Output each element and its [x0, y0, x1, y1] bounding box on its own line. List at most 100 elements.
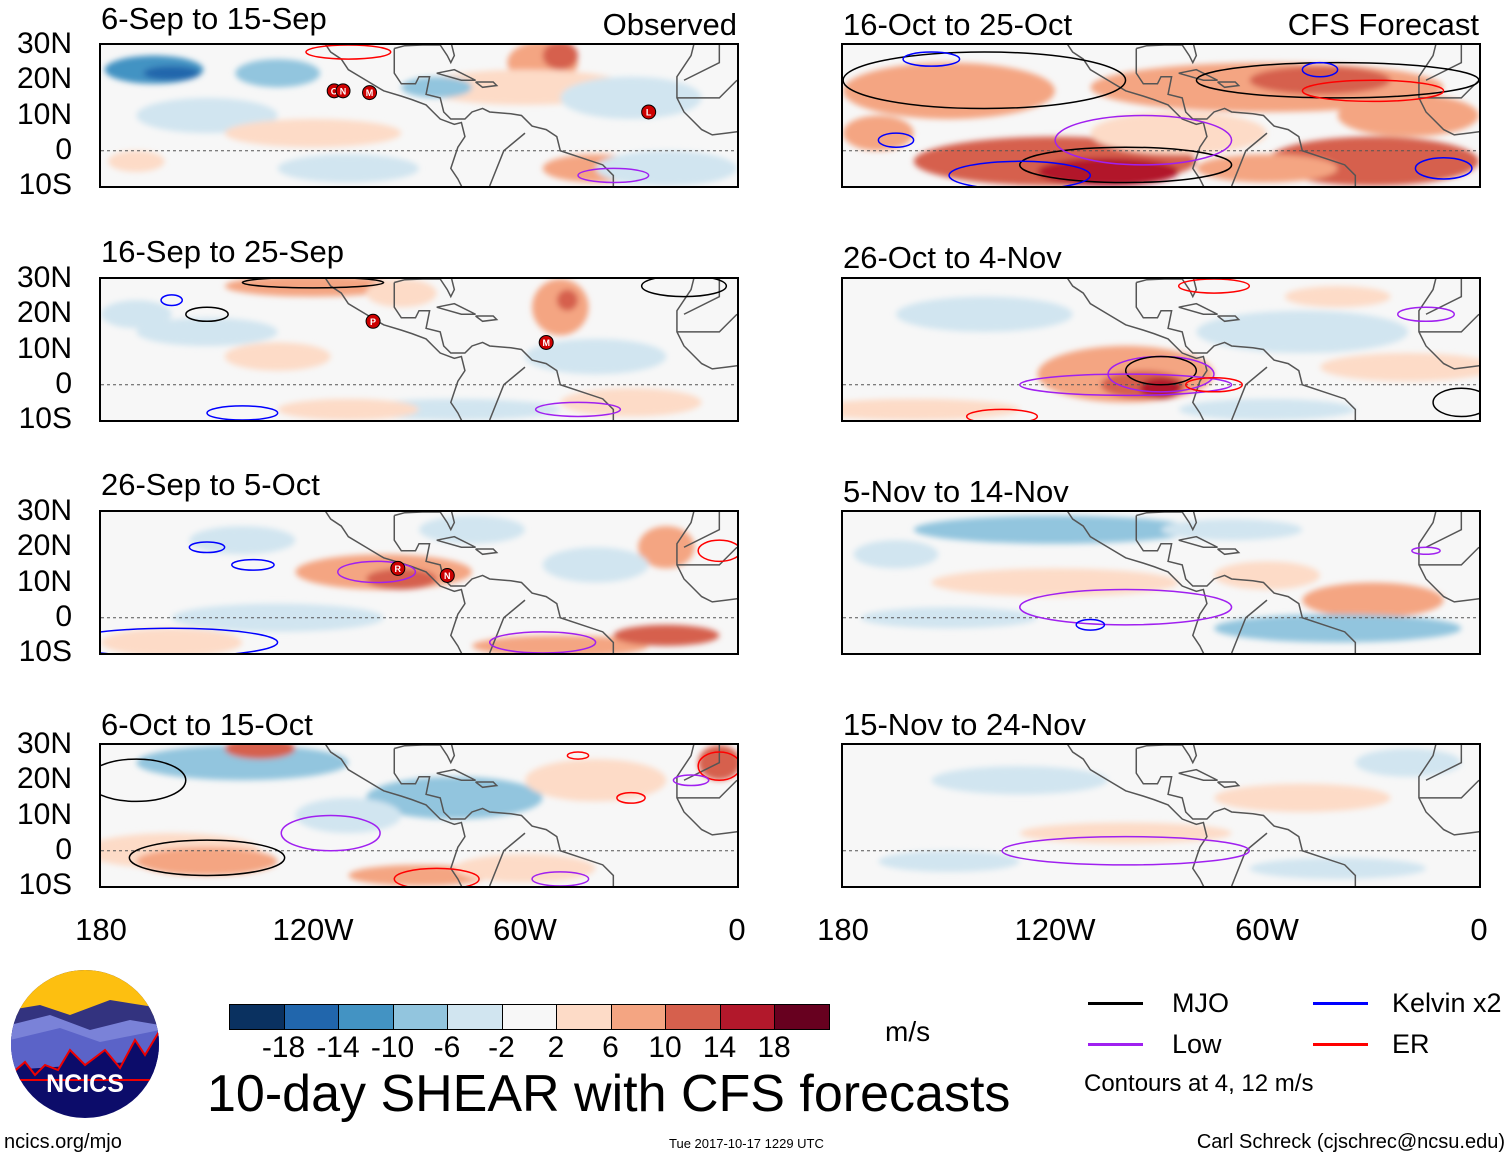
colorbar-swatch	[393, 1005, 448, 1029]
shear-anomaly	[277, 398, 419, 420]
coastline	[683, 512, 721, 548]
coastline	[1178, 302, 1218, 315]
shear-anomaly	[143, 66, 200, 81]
wave-contour	[185, 306, 229, 323]
coastline	[475, 315, 499, 323]
ncics-logo: NCICS	[11, 970, 159, 1118]
footer-author: Carl Schreck (cjschrec@ncsu.edu)	[1196, 1131, 1505, 1153]
shear-anomaly	[542, 45, 578, 70]
storm-name: M	[542, 338, 550, 348]
coastline	[1425, 745, 1463, 781]
shear-anomaly	[136, 317, 278, 346]
lat-label: 10N	[16, 564, 72, 598]
wave-contour	[697, 539, 737, 563]
wave-contour	[488, 631, 597, 653]
map-panel-right-0	[841, 43, 1481, 188]
colorbar-tick-label: 10	[648, 1031, 682, 1064]
shear-anomaly	[1214, 783, 1391, 812]
coastline	[1217, 81, 1241, 89]
wave-contour	[188, 541, 226, 554]
wave-contour	[305, 45, 392, 60]
coastline	[1135, 48, 1357, 186]
shear-anomaly	[843, 62, 1055, 120]
wave-contour	[1301, 61, 1339, 78]
coastline	[676, 79, 737, 99]
coastline	[488, 832, 526, 886]
shear-anomaly	[1284, 286, 1391, 308]
shear-anomaly	[366, 568, 437, 590]
shear-anomaly	[931, 766, 1108, 795]
shear-anomaly	[108, 150, 165, 172]
shear-anomaly	[295, 797, 402, 834]
storm-marker: M	[538, 334, 554, 350]
shear-anomaly	[1178, 398, 1356, 420]
colorbar-tick-label: -6	[433, 1031, 461, 1064]
lat-label: 20N	[16, 762, 72, 796]
wave-contour	[843, 51, 1127, 110]
legend-kelvin-label: Kelvin x2	[1392, 988, 1502, 1018]
shear-anomaly	[1355, 748, 1462, 777]
shear-anomaly	[853, 540, 939, 569]
lon-label-60w-right: 60W	[1235, 912, 1299, 947]
shear-anomaly	[1302, 582, 1444, 618]
shear-anomaly	[613, 624, 720, 646]
colorbar-units: m/s	[885, 1016, 931, 1047]
lon-label-120w-left: 120W	[272, 912, 354, 947]
legend-er-line	[1313, 1043, 1368, 1046]
shear-anomaly	[235, 59, 321, 88]
shear-anomaly	[366, 279, 437, 308]
figure-title: 10-day SHEAR with CFS forecasts	[207, 1065, 1011, 1123]
shear-anomaly	[1090, 111, 1267, 155]
wave-contour	[128, 839, 286, 877]
coastline	[1135, 515, 1357, 653]
coastline	[1230, 832, 1268, 886]
lat-label: 10S	[18, 168, 72, 202]
panel-title: 16-Sep to 25-Sep	[101, 234, 345, 269]
colorbar-swatch	[448, 1005, 503, 1029]
shear-anomaly	[878, 850, 1020, 872]
lat-label: 30N	[16, 494, 72, 527]
coastline	[676, 512, 737, 603]
shear-anomaly	[1249, 857, 1426, 879]
shear-anomaly	[101, 300, 172, 329]
coastline	[676, 279, 737, 370]
colorbar-tick-label: -18	[261, 1031, 306, 1064]
map-panel-right-1	[841, 277, 1481, 422]
shear-anomaly	[595, 150, 737, 186]
wave-contour	[534, 401, 622, 418]
wave-contour	[1195, 61, 1479, 99]
shear-anomaly	[913, 515, 1197, 544]
shear-anomaly	[189, 526, 296, 555]
coastline	[393, 282, 615, 420]
wave-contour	[1411, 546, 1441, 556]
lat-label: 0	[55, 832, 72, 866]
coastline	[676, 745, 737, 836]
storm-name: N	[444, 571, 451, 581]
lat-label: 20N	[16, 62, 72, 96]
shear-anomaly	[525, 338, 667, 375]
panel-title: 6-Sep to 15-Sep	[101, 1, 327, 36]
shear-anomaly	[560, 76, 702, 120]
colorbar-swatch	[339, 1005, 394, 1029]
legend-note: Contours at 4, 12 m/s	[1084, 1070, 1314, 1097]
coastline	[394, 279, 456, 299]
wave-contour	[566, 751, 590, 760]
lat-label: 10N	[16, 97, 72, 131]
shear-anomaly	[1320, 353, 1479, 382]
shear-anomaly	[1337, 94, 1479, 137]
coastline	[325, 45, 466, 186]
shear-anomaly	[454, 854, 596, 883]
shear-anomaly	[638, 526, 695, 569]
colorbar-tick-label: 14	[702, 1031, 737, 1064]
coastline	[436, 535, 476, 548]
wave-contour	[1414, 157, 1473, 180]
coastline	[676, 45, 737, 136]
coastline	[676, 313, 737, 333]
observed-label: Observed	[602, 7, 737, 42]
lat-label: 30N	[16, 27, 72, 60]
shear-anomaly	[556, 289, 578, 311]
colorbar-swatch	[720, 1005, 775, 1029]
coastline	[683, 45, 721, 81]
footer-url[interactable]: ncics.org/mjo	[4, 1131, 122, 1153]
